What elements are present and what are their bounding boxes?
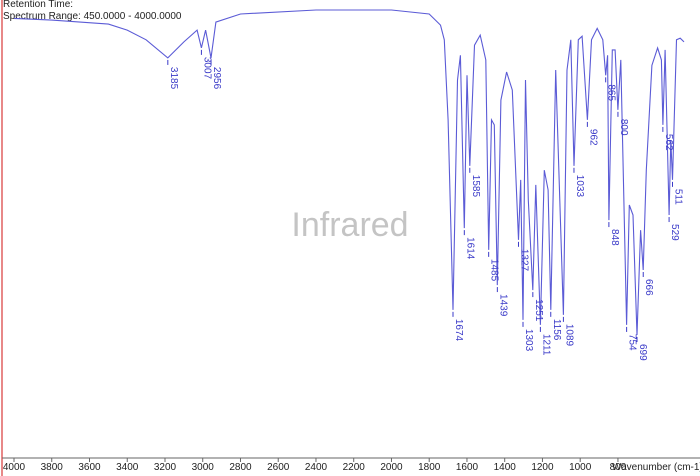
peak-label: 529: [669, 224, 680, 241]
x-tick-label: 1400: [494, 462, 517, 473]
peak-label: 1585: [470, 175, 481, 198]
x-tick-label: 2800: [229, 462, 252, 473]
peak-label: 754: [627, 334, 638, 351]
x-tick-label: 3200: [154, 462, 177, 473]
x-tick-label: 4000: [3, 462, 26, 473]
peak-label: 800: [618, 119, 629, 136]
peak-label: 962: [587, 129, 598, 146]
x-tick-label: 2200: [343, 462, 366, 473]
peak-label: 1485: [489, 259, 500, 282]
x-tick-label: 3600: [78, 462, 101, 473]
retention-time: Retention Time:: [3, 0, 73, 10]
x-tick-label: 800: [610, 462, 627, 473]
spectrum-range: Spectrum Range: 450.0000 - 4000.0000: [3, 11, 182, 22]
spectrum: [13, 9, 685, 336]
peak-label: 3185: [168, 67, 179, 90]
peak-label: 848: [609, 229, 620, 246]
peak-label: 1156: [551, 319, 562, 341]
peak-label: 1439: [497, 294, 508, 317]
peak-label: 1614: [464, 237, 475, 260]
peak-label: 1211: [540, 334, 551, 356]
x-tick-label: 1800: [418, 462, 441, 473]
peak-label: 1033: [574, 175, 585, 198]
x-tick-label: 2400: [305, 462, 328, 473]
peak-label: 2956: [211, 67, 222, 90]
peak-label: 1089: [563, 324, 574, 347]
peak-label: 699: [637, 344, 648, 361]
x-tick-label: 3000: [192, 462, 215, 473]
x-axis-label: Wavenumber (cm-1): [612, 462, 700, 473]
peak-label: 1327: [518, 249, 529, 272]
peak-label: 511: [672, 189, 683, 205]
peak-label: 1674: [453, 319, 464, 342]
peak-label: 865: [606, 84, 617, 101]
watermark: Infrared: [291, 206, 408, 244]
peak-label: 3007: [201, 57, 212, 80]
x-tick-label: 1600: [456, 462, 479, 473]
x-tick-label: 3400: [116, 462, 139, 473]
x-tick-label: 1200: [531, 462, 554, 473]
peak-label: 666: [643, 279, 654, 296]
x-tick-label: 1000: [569, 462, 592, 473]
peak-label: 562: [663, 134, 674, 151]
x-tick-label: 3800: [41, 462, 64, 473]
peak-label: 1251: [533, 299, 544, 322]
x-tick-label: 2000: [380, 462, 403, 473]
peak-label: 1303: [523, 329, 534, 352]
x-tick-label: 2600: [267, 462, 290, 473]
